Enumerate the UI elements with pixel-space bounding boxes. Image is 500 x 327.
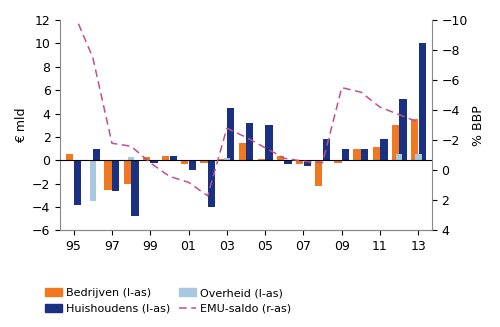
Bar	[181, 160, 188, 164]
Bar	[220, 159, 226, 160]
Y-axis label: % BBP: % BBP	[472, 105, 485, 146]
Bar	[124, 160, 131, 184]
Bar	[296, 160, 304, 164]
Bar	[150, 160, 158, 163]
Bar	[315, 160, 322, 186]
Bar	[392, 125, 399, 160]
Bar	[224, 158, 230, 160]
Bar	[200, 160, 207, 163]
Bar	[112, 160, 120, 191]
Legend: Bedrijven (l-as), Huishoudens (l-as), Overheid (l-as), EMU-saldo (r-as): Bedrijven (l-as), Huishoudens (l-as), Ov…	[40, 284, 296, 318]
Bar	[246, 123, 254, 160]
Bar	[334, 160, 342, 163]
Bar	[323, 139, 330, 160]
Bar	[277, 156, 284, 160]
Bar	[132, 160, 138, 216]
Bar	[104, 160, 112, 190]
Bar	[284, 160, 292, 164]
Y-axis label: € mld: € mld	[15, 108, 28, 143]
Bar	[400, 99, 406, 160]
Bar	[342, 148, 349, 160]
Bar	[304, 160, 311, 166]
Bar	[128, 157, 134, 160]
Bar	[354, 148, 360, 160]
Bar	[170, 156, 177, 160]
Bar	[188, 160, 196, 170]
Bar	[380, 139, 388, 160]
Bar	[238, 143, 246, 160]
Bar	[361, 148, 368, 160]
Bar	[66, 154, 74, 160]
Bar	[93, 148, 100, 160]
Bar	[415, 154, 422, 160]
Bar	[258, 159, 265, 160]
Bar	[266, 125, 272, 160]
Bar	[418, 43, 426, 160]
Bar	[372, 147, 380, 160]
Bar	[90, 160, 96, 201]
Bar	[227, 108, 234, 160]
Bar	[411, 119, 418, 160]
Bar	[396, 154, 402, 160]
Bar	[143, 157, 150, 160]
Bar	[208, 160, 215, 207]
Bar	[162, 156, 169, 160]
Bar	[74, 160, 81, 205]
